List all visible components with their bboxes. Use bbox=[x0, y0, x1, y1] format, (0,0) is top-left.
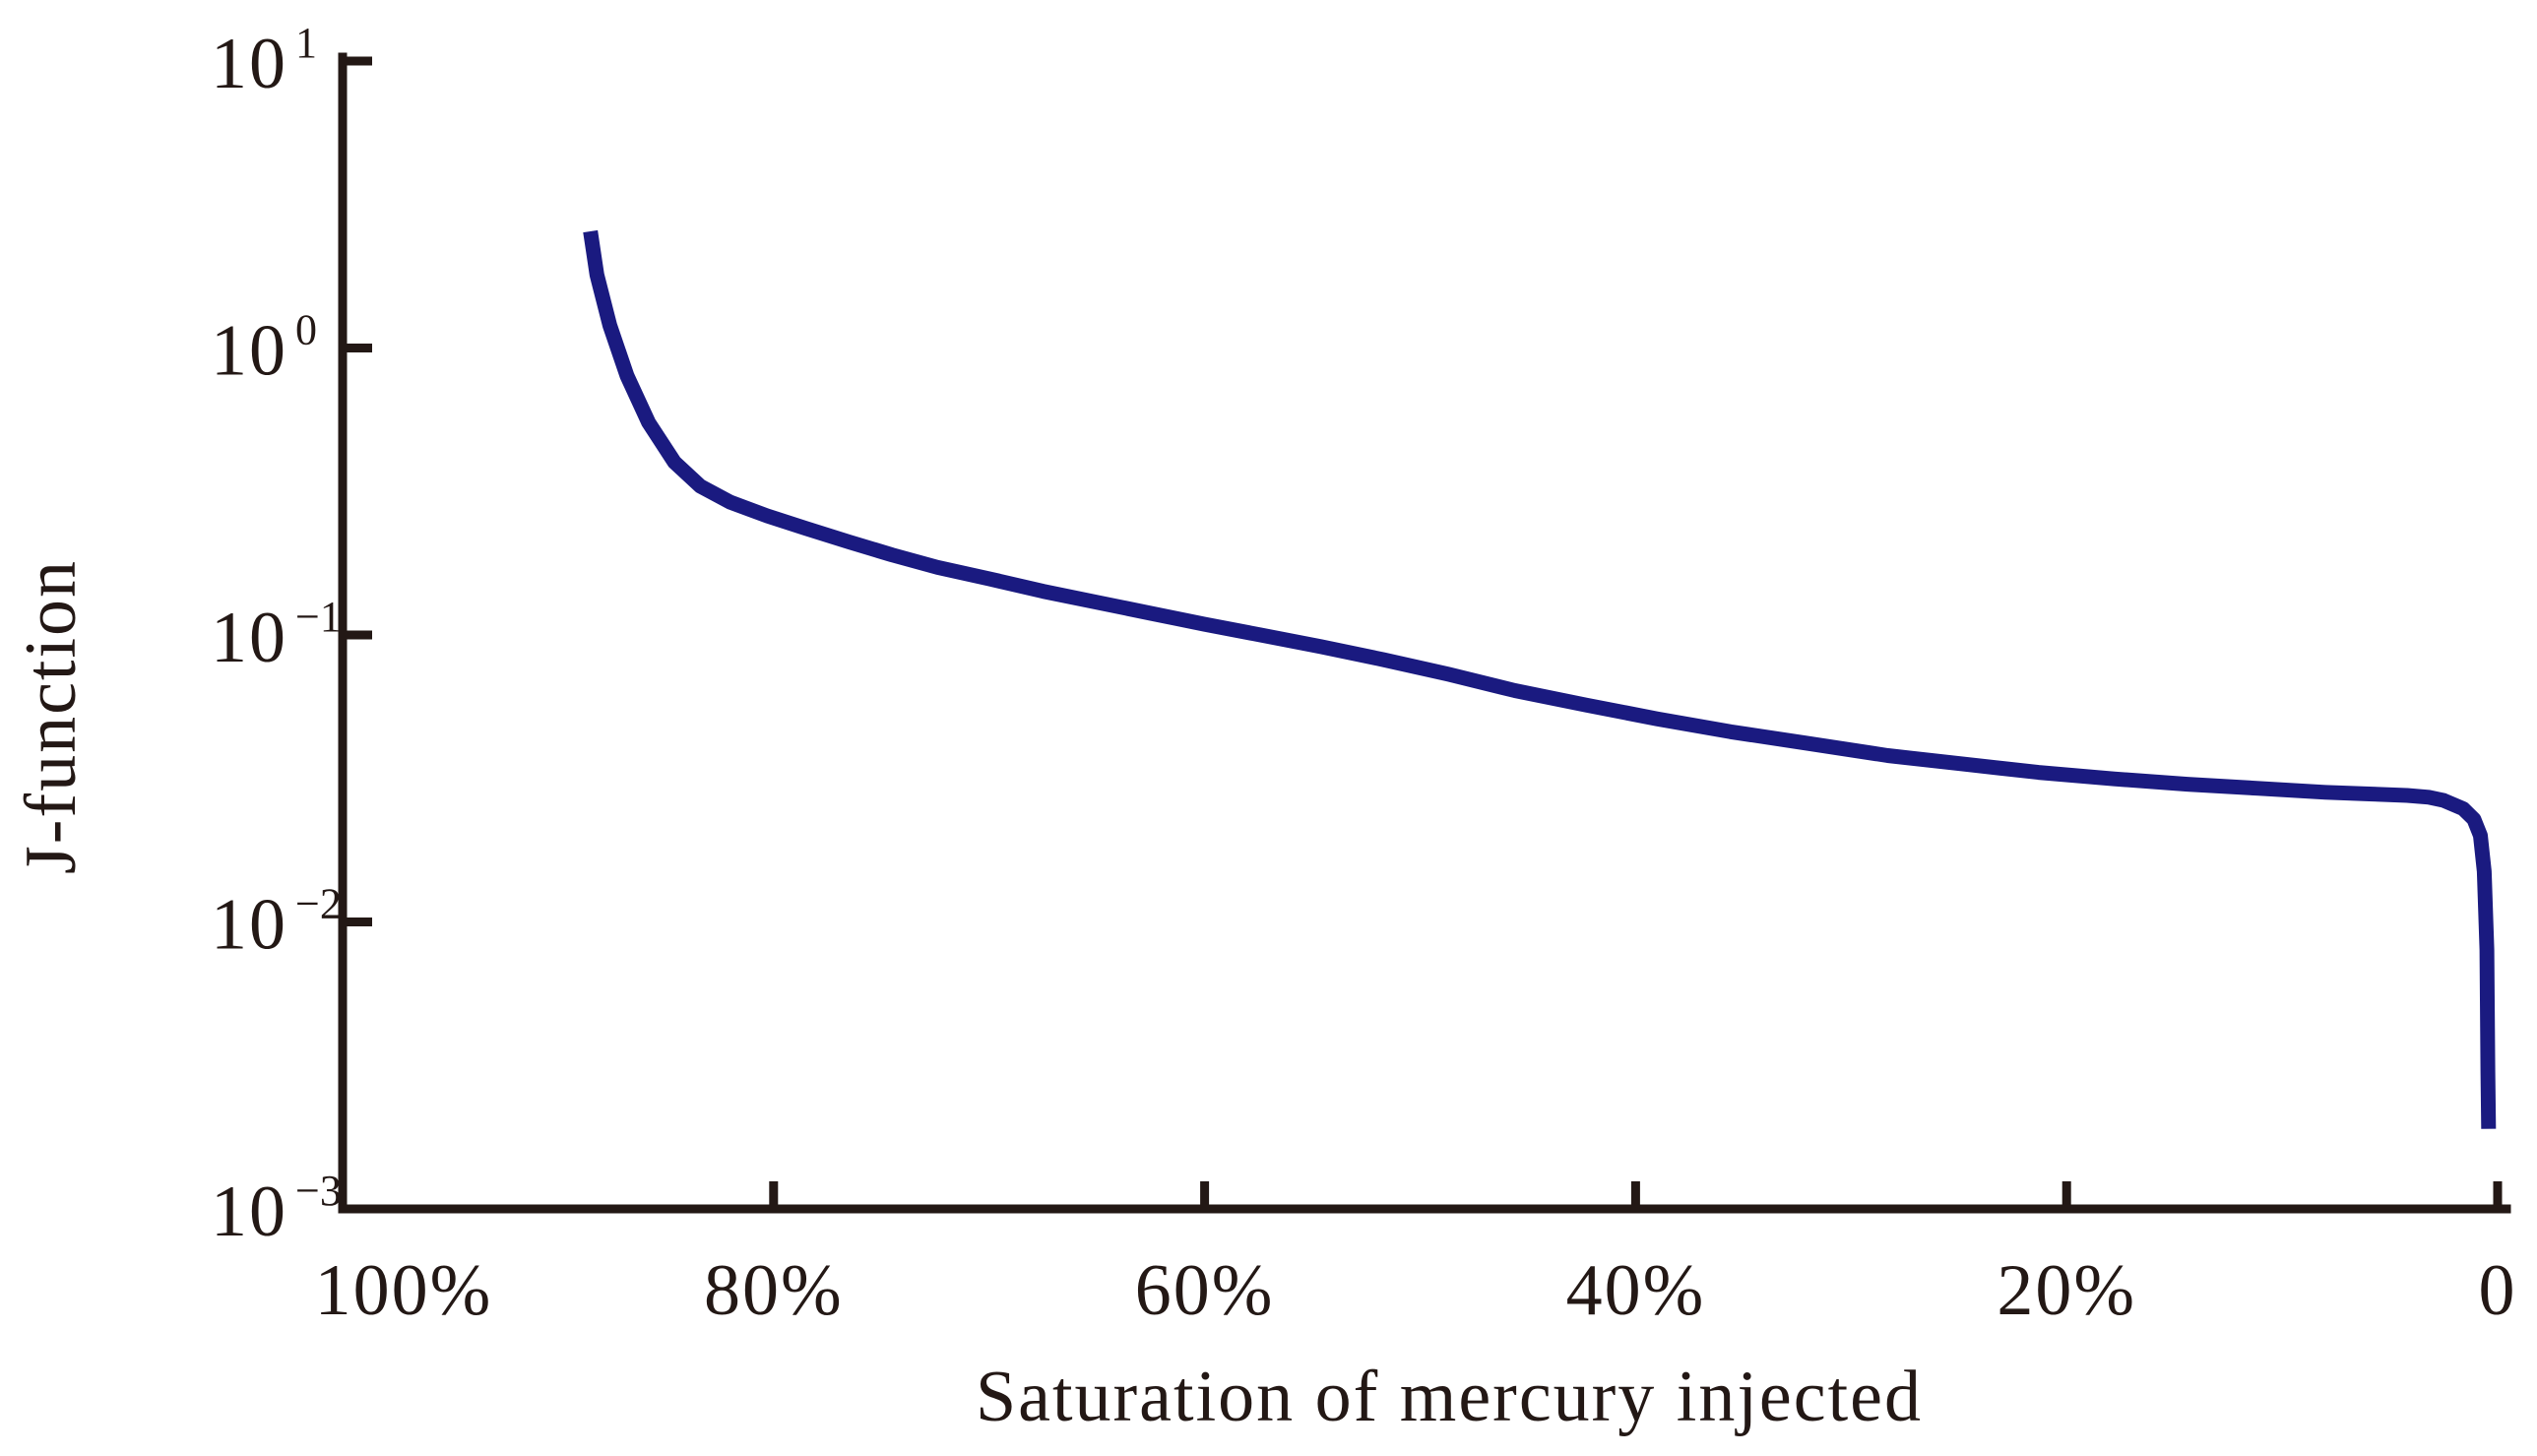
y-tick-exponent: −2 bbox=[295, 880, 342, 928]
x-tick-label: 40% bbox=[1566, 1250, 1706, 1331]
y-tick-label: 10 bbox=[211, 598, 287, 678]
x-axis: 100% 80% 60% 40% 20% 0 bbox=[315, 1181, 2517, 1331]
y-tick-exponent: 1 bbox=[295, 19, 317, 67]
x-tick-label: 0 bbox=[2479, 1250, 2517, 1331]
y-tick-exponent: −3 bbox=[295, 1167, 342, 1215]
y-tick-label: 10 bbox=[211, 24, 287, 104]
x-tick-label: 80% bbox=[704, 1250, 844, 1331]
y-tick-exponent: 0 bbox=[295, 306, 317, 354]
series-line-0 bbox=[583, 229, 2497, 1129]
x-axis-title: Saturation of mercury injected bbox=[976, 1357, 1923, 1437]
y-axis-title: J-function bbox=[11, 559, 92, 874]
y-tick-label: 10 bbox=[211, 885, 287, 966]
y-tick-exponent: −1 bbox=[295, 593, 342, 641]
y-tick-label: 10 bbox=[211, 1171, 287, 1252]
x-tick-label: 60% bbox=[1135, 1250, 1275, 1331]
x-tick-label: 20% bbox=[1997, 1250, 2136, 1331]
series-layer bbox=[583, 229, 2497, 1129]
x-tick-label: 100% bbox=[315, 1250, 493, 1331]
y-tick-label: 10 bbox=[211, 311, 287, 392]
